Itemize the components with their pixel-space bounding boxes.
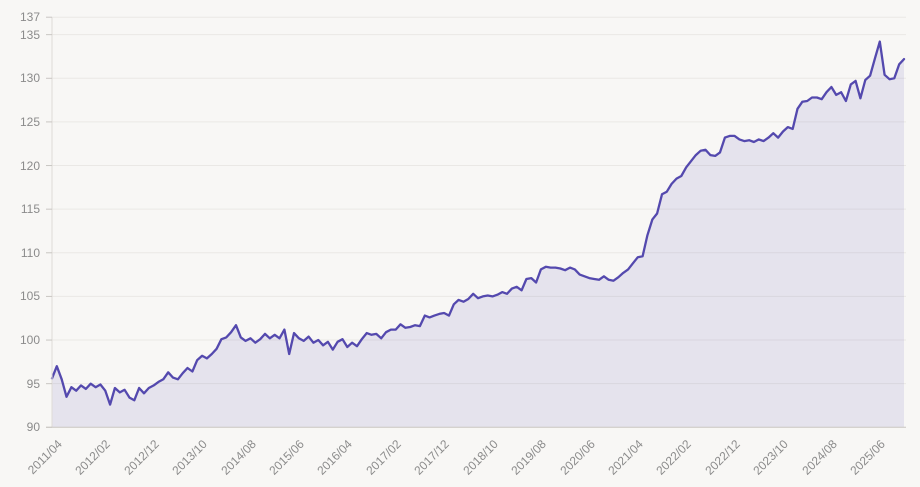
series-area-fill <box>52 41 904 428</box>
y-axis-tick-label: 110 <box>20 246 40 260</box>
y-axis-tick-label: 105 <box>19 289 40 303</box>
y-axis-tick-label: 90 <box>26 420 40 434</box>
y-axis-tick-label: 125 <box>19 115 40 129</box>
y-axis-tick-label: 130 <box>19 71 40 85</box>
y-axis-tick-label: 120 <box>19 159 40 173</box>
y-axis-tick-label: 95 <box>26 377 40 391</box>
y-axis-tick-label: 137 <box>19 10 40 24</box>
y-axis-tick-label: 115 <box>20 202 40 216</box>
series-line[interactable] <box>50 40 906 406</box>
y-axis-tick-label: 135 <box>19 28 40 42</box>
y-axis-tick-label: 100 <box>19 333 40 347</box>
